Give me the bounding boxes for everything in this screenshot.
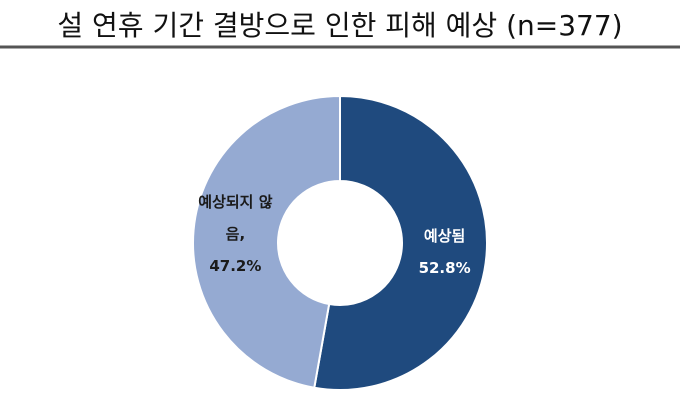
donut-segment — [313, 94, 488, 391]
value-label: 47.2% — [209, 256, 262, 275]
chart-title: 설 연휴 기간 결방으로 인한 피해 예상 (n=377) — [57, 9, 623, 42]
segment-label: 예상됨 52.8% — [400, 220, 490, 284]
category-label: 예상됨 — [423, 227, 466, 246]
segment-label: 예상되지 않음, 47.2% — [190, 186, 280, 282]
category-label: 예상되지 않음, — [198, 192, 273, 243]
value-label: 52.8% — [418, 259, 471, 278]
donut-segment — [192, 94, 341, 389]
